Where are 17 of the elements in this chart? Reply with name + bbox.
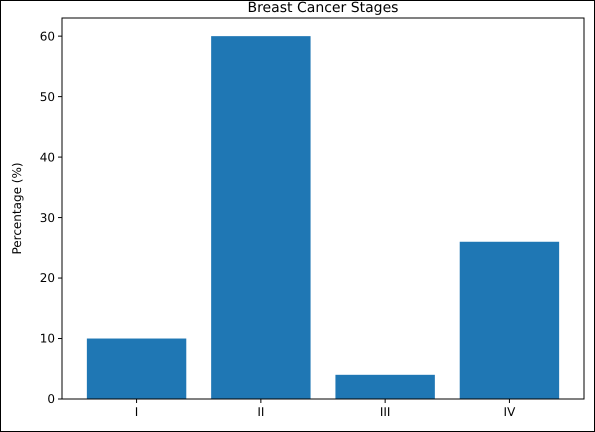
- y-tick-label: 50: [40, 90, 55, 104]
- x-tick-label: I: [134, 405, 138, 419]
- bar: [211, 36, 311, 399]
- x-tick-label: IV: [504, 405, 516, 419]
- y-tick-label: 60: [40, 29, 55, 44]
- x-tick-label: II: [257, 405, 264, 419]
- y-axis-title: Percentage (%): [10, 162, 24, 255]
- bar: [335, 374, 435, 399]
- y-tick-label: 10: [40, 332, 55, 346]
- bar: [460, 242, 560, 399]
- bar: [86, 338, 186, 399]
- y-tick-label: 20: [40, 271, 55, 286]
- chart-title: Breast Cancer Stages: [248, 0, 398, 16]
- x-tick-label: III: [380, 405, 390, 419]
- y-tick-label: 0: [47, 392, 55, 406]
- y-tick-label: 30: [40, 210, 55, 225]
- y-tick-label: 40: [40, 150, 55, 164]
